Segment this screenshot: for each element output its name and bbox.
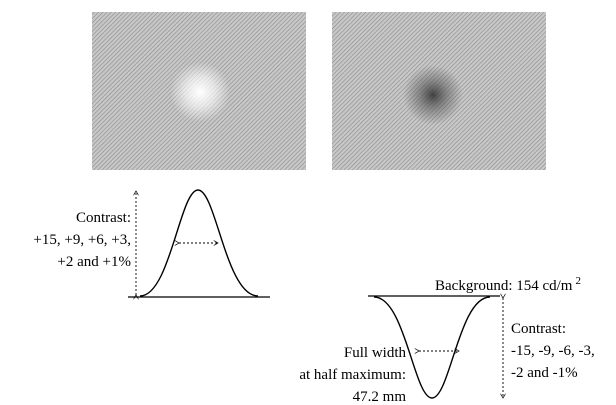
background-superscript: 2	[575, 275, 581, 287]
left-contrast-values: +15, +9, +6, +3,	[33, 232, 131, 248]
fwhm-text: at half maximum:	[299, 367, 406, 383]
right-gaussian	[373, 296, 491, 399]
right-contrast-label: Contrast:	[511, 321, 566, 337]
bright-blob	[170, 62, 230, 122]
left-gaussian	[139, 189, 259, 297]
left-contrast-label: Contrast:	[76, 210, 131, 226]
fwhm-text: 47.2 mm	[353, 389, 407, 405]
background-label: Background: 154 cd/m 2	[435, 275, 581, 294]
right-contrast-values: -15, -9, -6, -3,	[511, 343, 595, 359]
fwhm-text: Full width	[344, 345, 407, 361]
background-text: Background: 154 cd/m	[435, 278, 573, 294]
left-contrast-values: +2 and +1%	[57, 254, 131, 270]
dark-blob	[403, 65, 463, 125]
right-contrast-values: -2 and -1%	[511, 365, 578, 381]
